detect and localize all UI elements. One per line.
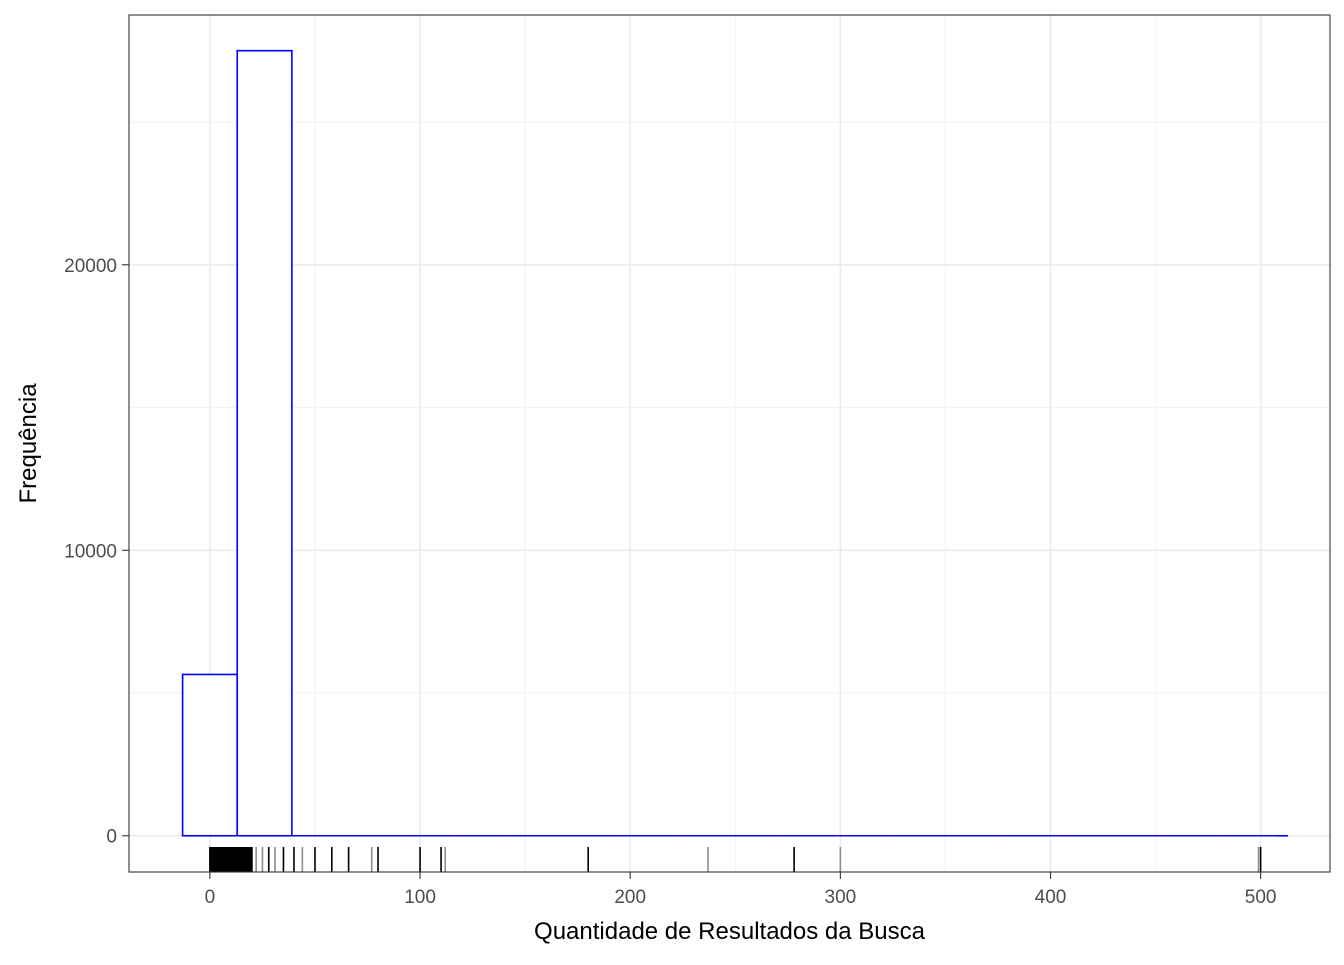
y-axis-title: Frequência <box>15 383 42 504</box>
panel-border <box>128 14 1331 873</box>
x-tick-label: 100 <box>404 887 436 908</box>
histogram-bar <box>236 49 293 837</box>
y-tick-label: 10000 <box>64 541 117 562</box>
x-tick-label: 500 <box>1245 887 1277 908</box>
x-tick-label: 400 <box>1035 887 1067 908</box>
y-tick-label: 20000 <box>64 256 117 277</box>
histogram-bars <box>181 49 1288 837</box>
grid-lines <box>129 15 1330 872</box>
x-tick-label: 0 <box>205 887 216 908</box>
rug-marks <box>209 847 1262 872</box>
x-tick-label: 300 <box>825 887 857 908</box>
axes: 0 100 200 300 400 500 0 10000 20000 <box>64 256 1276 908</box>
y-tick-label: 0 <box>106 827 117 848</box>
histogram-bar <box>181 673 239 837</box>
x-axis-title: Quantidade de Resultados da Busca <box>534 918 926 945</box>
x-tick-label: 200 <box>614 887 646 908</box>
